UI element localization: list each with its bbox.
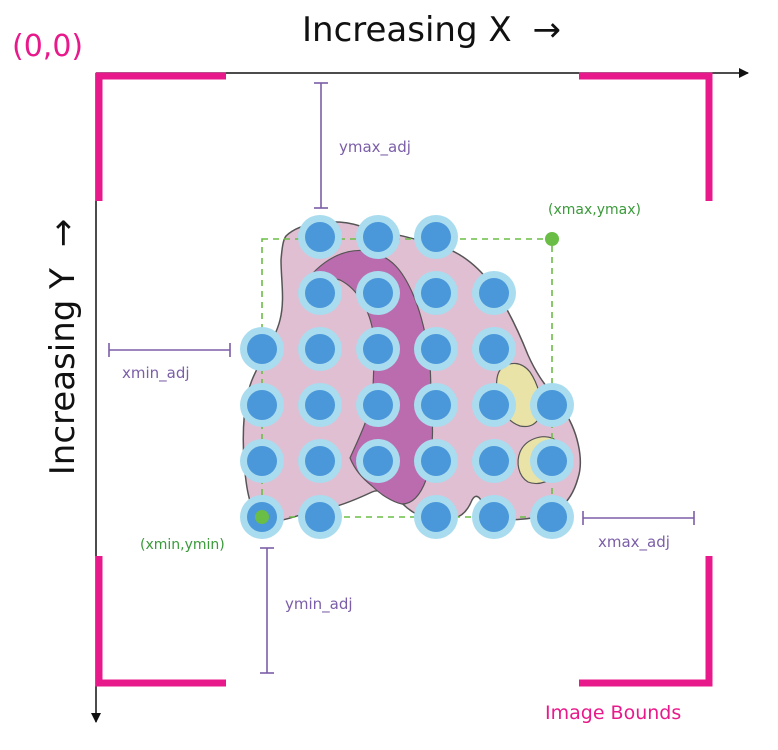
capture-spot bbox=[356, 215, 400, 259]
bracket-top-right bbox=[579, 72, 713, 201]
tissue-bounding-box bbox=[261, 238, 553, 518]
xmin-adj-line bbox=[108, 343, 231, 357]
min-corner-point bbox=[255, 510, 269, 524]
x-axis-arrow-icon: → bbox=[532, 10, 561, 50]
capture-spot bbox=[414, 383, 458, 427]
y-axis-arrow-icon: → bbox=[43, 218, 83, 248]
capture-spot bbox=[472, 439, 516, 483]
capture-spot bbox=[240, 439, 284, 483]
capture-spot bbox=[356, 327, 400, 371]
capture-spot bbox=[530, 439, 574, 483]
capture-spot bbox=[472, 327, 516, 371]
capture-spot bbox=[530, 383, 574, 427]
max-corner-point bbox=[545, 232, 559, 246]
capture-spot bbox=[298, 215, 342, 259]
capture-spot bbox=[414, 271, 458, 315]
capture-spot bbox=[472, 383, 516, 427]
bracket-bottom-right bbox=[579, 556, 713, 687]
capture-spot bbox=[298, 439, 342, 483]
bracket-bottom-left bbox=[95, 556, 226, 687]
capture-spot bbox=[530, 495, 574, 539]
x-axis-title: Increasing X → bbox=[302, 13, 561, 47]
spot-grid bbox=[240, 215, 574, 539]
xmax-adj-label: xmax_adj bbox=[598, 533, 670, 551]
measure-lines bbox=[108, 82, 695, 674]
x-axis-title-text: Increasing X bbox=[302, 10, 512, 50]
capture-spot bbox=[414, 439, 458, 483]
capture-spot bbox=[356, 439, 400, 483]
image-bounds-brackets bbox=[95, 72, 713, 687]
ymin-adj-line bbox=[260, 547, 274, 674]
ymax-adj-label: ymax_adj bbox=[339, 138, 411, 156]
image-bounds-label: Image Bounds bbox=[545, 702, 682, 724]
capture-spot bbox=[356, 271, 400, 315]
y-axis-title: Increasing Y → bbox=[43, 218, 83, 476]
capture-spot bbox=[414, 327, 458, 371]
origin-label: (0,0) bbox=[12, 29, 84, 64]
max-point-label: (xmax,ymax) bbox=[548, 202, 641, 218]
capture-spot bbox=[298, 271, 342, 315]
bracket-top-left bbox=[95, 72, 226, 201]
tissue-section bbox=[242, 221, 581, 522]
capture-spot bbox=[240, 327, 284, 371]
capture-spot bbox=[472, 495, 516, 539]
capture-spot bbox=[298, 495, 342, 539]
capture-spot bbox=[298, 327, 342, 371]
min-point-label: (xmin,ymin) bbox=[140, 537, 225, 553]
y-axis-title-text: Increasing Y bbox=[43, 268, 83, 476]
xmin-adj-label: xmin_adj bbox=[122, 364, 190, 382]
capture-spot bbox=[472, 271, 516, 315]
xmax-adj-line bbox=[582, 511, 695, 525]
capture-spot bbox=[414, 495, 458, 539]
capture-spot bbox=[240, 383, 284, 427]
capture-spot bbox=[298, 383, 342, 427]
ymin-adj-label: ymin_adj bbox=[285, 595, 353, 613]
capture-spot bbox=[414, 215, 458, 259]
ymax-adj-line bbox=[314, 82, 328, 209]
capture-spot bbox=[356, 383, 400, 427]
